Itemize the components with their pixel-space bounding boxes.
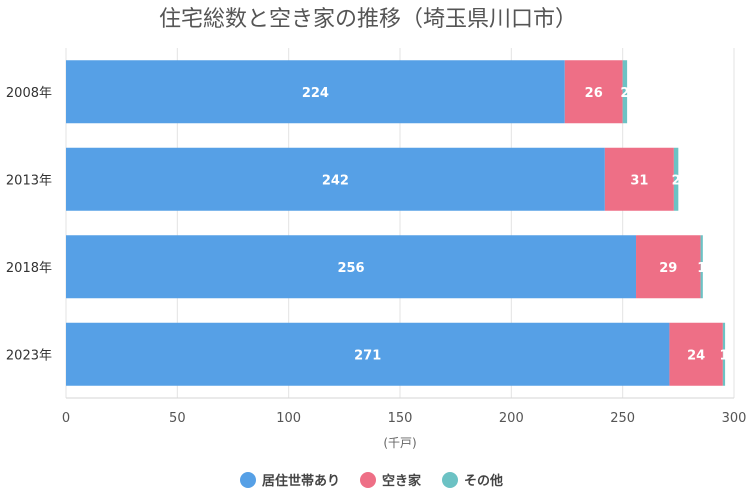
x-tick-labels: 0 50 100 150 200 250 300 xyxy=(62,411,747,426)
bar-segment xyxy=(66,322,670,386)
x-tick-label: 150 xyxy=(388,411,413,426)
data-label: 24 xyxy=(687,348,705,363)
x-tick-label: 300 xyxy=(722,411,747,426)
data-label: 224 xyxy=(302,86,329,101)
bar-segment xyxy=(66,235,637,299)
legend-marker xyxy=(240,472,256,488)
category-labels: 2008年 2013年 2018年 2023年 xyxy=(6,86,52,364)
data-label: 2 xyxy=(620,86,629,101)
chart-title: 住宅総数と空き家の推移（埼玉県川口市） xyxy=(159,7,577,32)
bar-segment xyxy=(669,322,723,386)
data-label: 256 xyxy=(337,261,364,276)
bar-segment xyxy=(636,235,701,299)
data-label: 271 xyxy=(354,348,381,363)
legend-marker xyxy=(442,472,458,488)
x-tick-label: 50 xyxy=(169,411,186,426)
x-tick-label: 200 xyxy=(499,411,524,426)
bar-segment xyxy=(622,60,628,124)
data-label: 242 xyxy=(322,173,349,188)
bar-segment xyxy=(66,147,605,211)
data-label: 1 xyxy=(697,261,706,276)
category-label: 2008年 xyxy=(6,86,52,101)
bar-segment xyxy=(722,322,726,386)
legend-label: 空き家 xyxy=(382,473,422,489)
bar-segment xyxy=(604,147,674,211)
bar-segment xyxy=(673,147,679,211)
legend-marker xyxy=(360,472,376,488)
category-label: 2013年 xyxy=(6,173,52,188)
bars: 224 26 2 242 31 2 256 29 1 271 24 1 xyxy=(66,60,729,386)
category-label: 2018年 xyxy=(6,261,52,276)
x-tick-label: 250 xyxy=(610,411,635,426)
x-tick-label: 100 xyxy=(276,411,301,426)
legend: 居住世帯あり 空き家 その他 xyxy=(240,472,503,489)
category-label: 2023年 xyxy=(6,348,52,363)
data-label: 26 xyxy=(585,86,603,101)
data-label: 29 xyxy=(659,261,677,276)
legend-label: その他 xyxy=(464,473,503,489)
data-label: 2 xyxy=(672,173,681,188)
data-label: 31 xyxy=(630,173,648,188)
bar-segment xyxy=(66,60,565,124)
data-label: 1 xyxy=(719,348,728,363)
bar-segment xyxy=(564,60,623,124)
x-tick-label: 0 xyxy=(62,411,70,426)
bar-segment xyxy=(700,235,703,299)
x-axis-label: (千戸) xyxy=(383,436,416,450)
legend-label: 居住世帯あり xyxy=(262,473,340,489)
